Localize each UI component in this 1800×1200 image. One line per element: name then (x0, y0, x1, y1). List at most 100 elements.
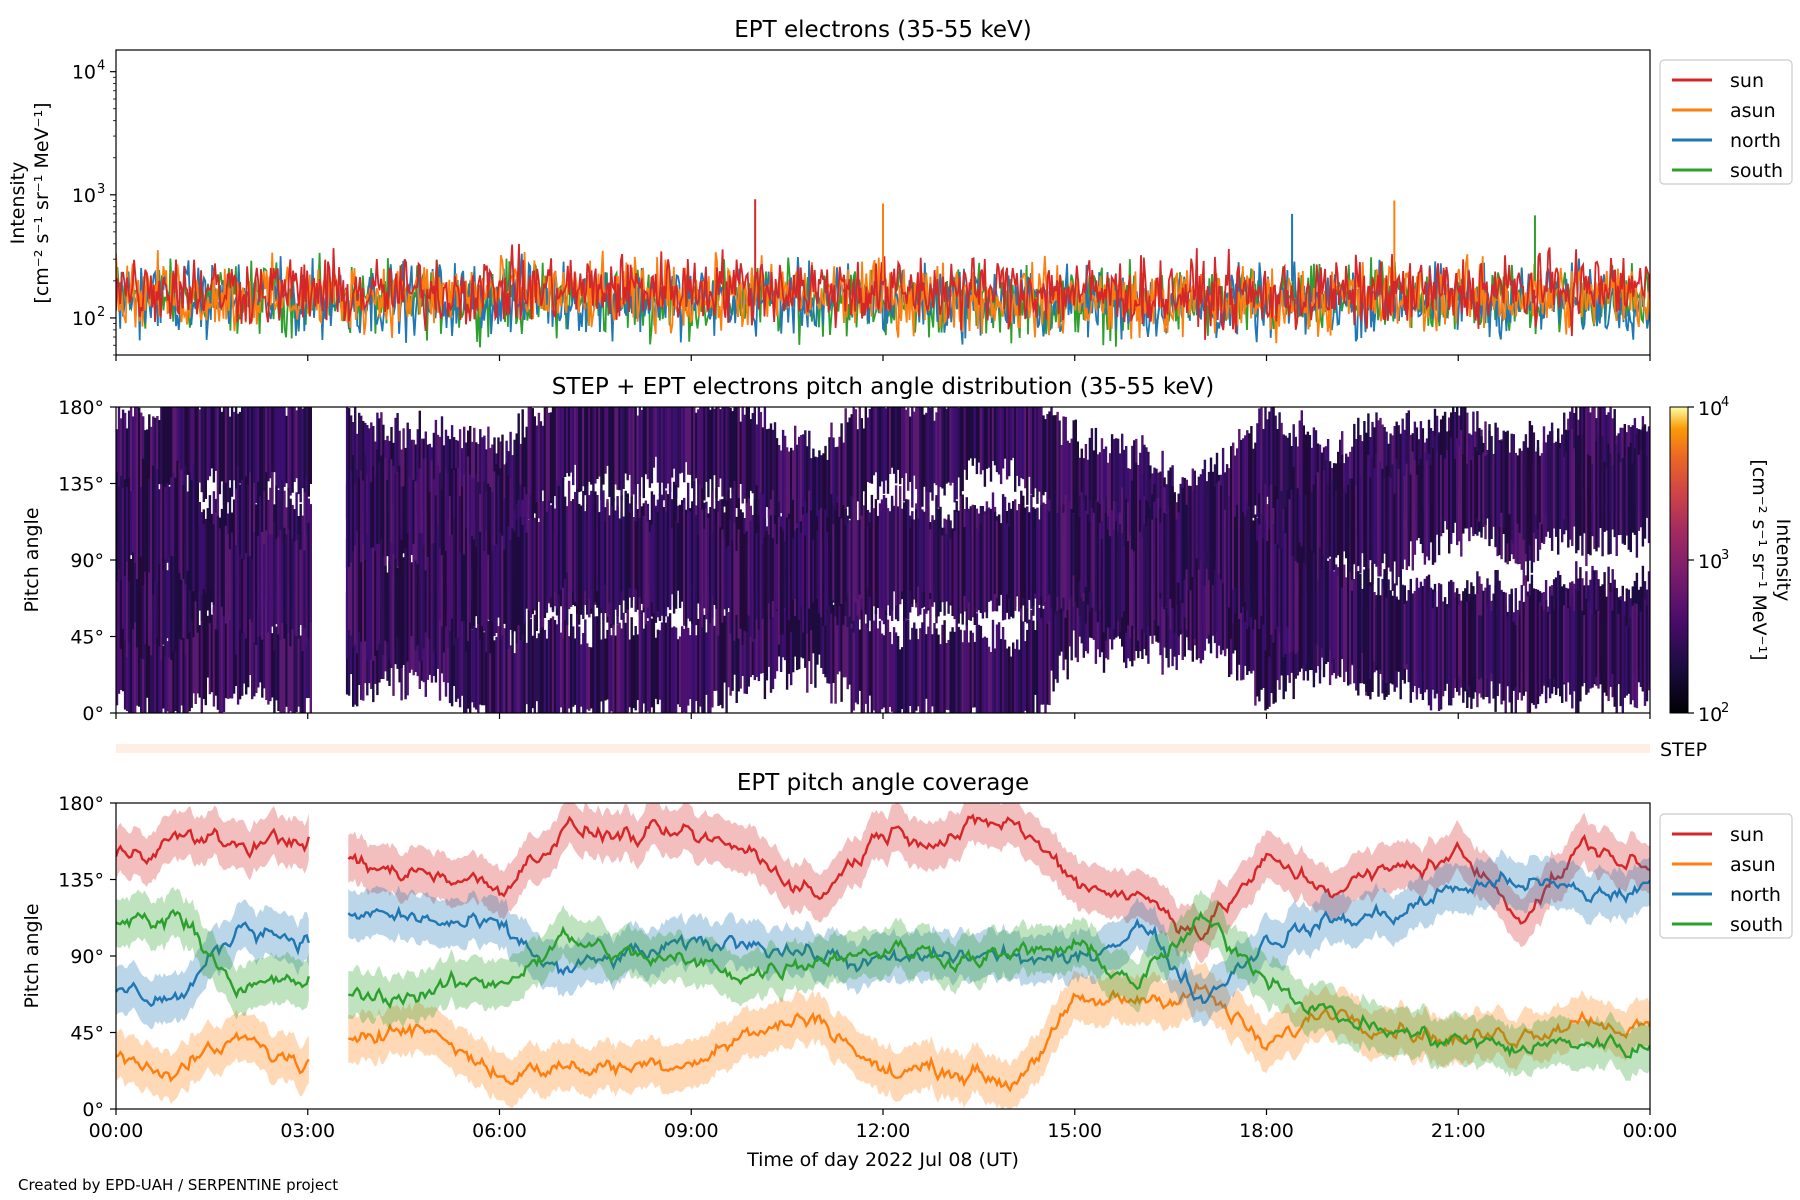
pad-cell (856, 615, 859, 705)
pad-cell (1284, 435, 1287, 508)
pad-cell (533, 517, 536, 611)
pad-cell (959, 520, 962, 614)
pad-cell (681, 515, 684, 602)
pad-cell (896, 407, 900, 470)
pad-cell (176, 569, 179, 637)
pad-cell (1028, 512, 1031, 600)
pad-cell (1098, 522, 1102, 612)
pad-cell (117, 486, 121, 569)
pad-cell (735, 407, 738, 509)
pad-cell (1177, 512, 1180, 583)
pad-cell (1026, 507, 1029, 608)
pad-cell (993, 407, 997, 466)
pad-cell (687, 514, 690, 619)
pad-cell (1022, 495, 1025, 598)
pad-cell (241, 407, 244, 497)
pad-cell (836, 605, 839, 675)
pad-cell (1018, 407, 1021, 487)
pad-cell (1552, 609, 1556, 678)
pad-cell (1397, 468, 1400, 577)
pad-cell (1139, 452, 1142, 542)
pad-cell (287, 529, 290, 634)
pad-cell (349, 415, 353, 507)
pad-cell (1355, 485, 1358, 573)
pad-cell (1437, 435, 1441, 556)
pad-cell (1411, 593, 1414, 687)
pad-cell (1328, 571, 1332, 650)
pad-cell (1161, 515, 1164, 607)
pad-cell (1401, 418, 1404, 519)
pad-cell (513, 531, 516, 632)
pad-cell (281, 480, 284, 600)
pad-cell (979, 407, 983, 475)
pad-cell (1274, 544, 1277, 629)
pad-cell (448, 535, 452, 632)
pad-cell (961, 407, 964, 492)
pad-cell (598, 407, 601, 477)
pad-cell (1571, 428, 1574, 546)
pad-cell (309, 407, 312, 484)
pad-cell (1540, 606, 1544, 693)
pad-cell (640, 610, 643, 713)
pad-cell (965, 407, 968, 480)
pad-cell (164, 636, 167, 713)
pad-cell (1209, 554, 1213, 637)
pad-cell (1026, 407, 1029, 505)
pad-cell (1288, 432, 1291, 515)
pad-cell (844, 525, 847, 602)
pad-cell (513, 439, 516, 532)
pad-cell (874, 499, 878, 614)
pad-cell (499, 632, 502, 713)
pad-cell (612, 407, 615, 501)
pad-cell (1062, 568, 1065, 671)
pad-cell (1330, 480, 1334, 573)
pad-cell (204, 596, 207, 706)
pad-cell (307, 629, 310, 698)
pad-cell (662, 507, 666, 622)
pad-cell (1003, 496, 1007, 620)
pad-cell (1359, 573, 1362, 684)
pad-cell (202, 610, 205, 700)
pad-cell (1248, 433, 1251, 535)
pad-cell (1278, 412, 1281, 518)
pad-cell (1615, 588, 1618, 713)
pad-cell (1308, 568, 1312, 656)
pad-cell (152, 465, 155, 595)
pad-cell (911, 407, 914, 508)
pad-cell (1532, 432, 1536, 533)
panel3-xticks: 00:00 03:00 06:00 09:00 12:00 15:00 18:00 21:00… (89, 1109, 1677, 1142)
pad-cell (127, 410, 131, 513)
pad-cell (1349, 478, 1352, 573)
pad-cell (1345, 493, 1348, 559)
pad-cell (471, 536, 474, 630)
pad-cell (1458, 605, 1461, 677)
pad-cell (794, 425, 797, 555)
pad-cell (670, 407, 674, 478)
pad-cell (606, 407, 609, 466)
pad-cell (1339, 463, 1342, 584)
pad-cell (1020, 490, 1023, 609)
pad-cell (610, 506, 613, 624)
pad-cell (765, 531, 769, 622)
panel1-series-group (116, 199, 1650, 348)
pad-cell (1371, 457, 1374, 585)
pad-cell (1569, 440, 1572, 540)
pad-cell (731, 607, 734, 691)
pad-cell (1337, 575, 1340, 676)
pad-cell (848, 524, 851, 591)
pad-cell (604, 638, 607, 701)
pad-cell (1633, 448, 1637, 535)
pad-cell (1506, 616, 1509, 687)
pad-cell (1005, 523, 1009, 595)
pad-cell (117, 625, 121, 694)
pad-cell (148, 619, 151, 713)
pad-cell (456, 539, 460, 638)
pad-cell (731, 540, 734, 626)
step-coverage-band (116, 744, 1650, 753)
pad-cell (545, 407, 549, 513)
pad-cell (1611, 465, 1614, 530)
pad-cell (1032, 507, 1035, 606)
pad-cell (410, 608, 413, 670)
pad-cell (787, 518, 791, 621)
ytick-exponent: 4 (97, 59, 105, 74)
